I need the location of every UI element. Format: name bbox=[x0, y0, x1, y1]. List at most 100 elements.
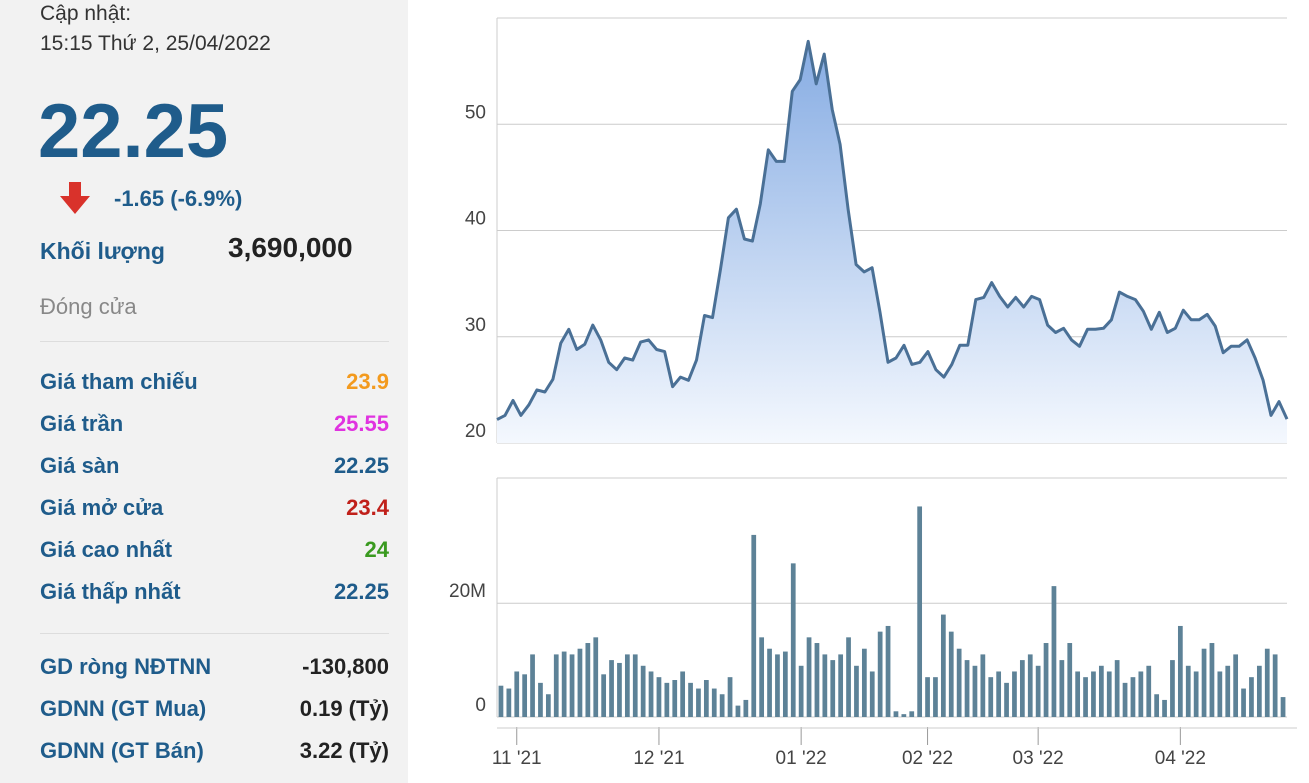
volume-bar bbox=[545, 694, 551, 717]
stat-value: 25.55 bbox=[333, 411, 389, 436]
volume-bar bbox=[672, 680, 678, 717]
y-tick-label: 0 bbox=[475, 695, 486, 716]
volume-bar bbox=[538, 682, 543, 717]
volume-bar bbox=[877, 631, 883, 717]
volume-bar bbox=[617, 662, 622, 717]
foreign-label: GDNN (GT Bán) bbox=[40, 738, 204, 763]
price: 22.25 bbox=[38, 89, 229, 174]
volume-bar bbox=[514, 671, 520, 717]
volume-bar bbox=[1075, 671, 1081, 717]
stat-label: Giá cao nhất bbox=[40, 537, 173, 562]
price-change: -1.65 (-6.9%) bbox=[114, 186, 243, 211]
volume-bar bbox=[553, 654, 559, 717]
volume-bar bbox=[696, 688, 701, 717]
volume-bar bbox=[767, 648, 772, 717]
volume-bar bbox=[1098, 665, 1104, 717]
stat-value: 22.25 bbox=[333, 579, 389, 604]
volume-bar bbox=[1272, 654, 1278, 717]
volume-bar bbox=[1177, 625, 1183, 717]
volume-bar bbox=[1091, 671, 1096, 717]
volume-bar bbox=[711, 688, 717, 717]
volume-bar bbox=[885, 625, 891, 717]
volume-bar bbox=[790, 563, 796, 717]
volume-bar bbox=[703, 680, 709, 717]
price-line bbox=[496, 39, 1289, 421]
volume-bar bbox=[854, 665, 859, 717]
y-tick-label: 30 bbox=[465, 315, 486, 336]
volume-bar bbox=[664, 682, 670, 717]
volume-bar bbox=[964, 660, 970, 717]
stat-row: Giá cao nhất 24 bbox=[40, 537, 389, 567]
volume-bar bbox=[735, 705, 741, 717]
volume-bar bbox=[917, 506, 923, 717]
volume-bar bbox=[822, 654, 828, 717]
stat-label: Giá tham chiếu bbox=[40, 369, 198, 394]
stat-value: 23.4 bbox=[346, 495, 389, 520]
volume-bar bbox=[798, 665, 804, 717]
volume-bar bbox=[948, 631, 954, 717]
volume-bar bbox=[1004, 682, 1009, 717]
stat-label: Giá trần bbox=[40, 411, 124, 436]
volume-bar bbox=[1027, 654, 1033, 717]
volume-value: 3,690,000 bbox=[228, 232, 353, 263]
volume-bar bbox=[1114, 660, 1120, 717]
volume-bar bbox=[1051, 586, 1057, 717]
price-area bbox=[497, 41, 1287, 444]
volume-bar bbox=[506, 688, 512, 717]
stat-row: Giá mở cửa 23.4 bbox=[40, 495, 389, 525]
volume-bar bbox=[940, 614, 946, 717]
foreign-value: 3.22 (Tỷ) bbox=[299, 738, 389, 763]
status: Đóng cửa bbox=[40, 294, 137, 319]
volume-bar bbox=[561, 651, 567, 717]
volume-bar bbox=[1217, 671, 1223, 717]
info-panel: Cập nhật: 15:15 Thứ 2, 25/04/2022 22.25 … bbox=[0, 0, 408, 783]
volume-bar bbox=[806, 637, 812, 717]
volume-bar bbox=[1162, 699, 1167, 717]
volume-bar bbox=[1209, 643, 1215, 717]
volume-bar bbox=[593, 637, 599, 717]
volume-bar bbox=[1264, 648, 1270, 717]
foreign-row: GD ròng NĐTNN -130,800 bbox=[40, 654, 389, 684]
stat-label: Giá mở cửa bbox=[40, 495, 164, 520]
y-tick-label: 20M bbox=[449, 581, 486, 602]
volume-bar bbox=[1130, 677, 1136, 717]
volume-bar bbox=[782, 651, 788, 717]
volume-bar bbox=[1256, 665, 1262, 717]
foreign-value: -130,800 bbox=[302, 654, 389, 679]
volume-bar bbox=[1012, 671, 1017, 717]
foreign-row: GDNN (GT Bán) 3.22 (Tỷ) bbox=[40, 738, 389, 768]
volume-bar bbox=[972, 665, 978, 717]
volume-bar bbox=[1233, 654, 1239, 717]
volume-bar bbox=[688, 682, 693, 717]
volume-bar bbox=[909, 711, 915, 717]
volume-bar bbox=[838, 654, 844, 717]
volume-bar bbox=[585, 643, 591, 717]
volume-bar bbox=[601, 674, 607, 717]
volume-bar bbox=[1122, 682, 1128, 717]
volume-bar bbox=[656, 677, 662, 717]
volume-bar bbox=[1241, 688, 1246, 717]
volume-bar bbox=[1138, 671, 1144, 717]
volume-bar bbox=[956, 648, 962, 717]
foreign-value: 0.19 (Tỷ) bbox=[299, 696, 389, 721]
volume-bar bbox=[980, 654, 986, 717]
volume-bar bbox=[814, 643, 820, 717]
volume-bar bbox=[933, 677, 938, 717]
volume-bar bbox=[861, 648, 867, 717]
volume-bar bbox=[830, 660, 836, 717]
volume-bar bbox=[1170, 660, 1175, 717]
volume-bar bbox=[1193, 671, 1199, 717]
foreign-row: GDNN (GT Mua) 0.19 (Tỷ) bbox=[40, 696, 389, 726]
volume-bar bbox=[609, 660, 614, 717]
volume-bar bbox=[1067, 643, 1073, 717]
stat-label: Giá sàn bbox=[40, 453, 120, 478]
volume-bar bbox=[1280, 697, 1286, 717]
stat-row: Giá thấp nhất 22.25 bbox=[40, 579, 389, 609]
volume-bar bbox=[1146, 665, 1152, 717]
volume-bar bbox=[719, 694, 725, 717]
volume-bar bbox=[743, 699, 749, 717]
volume-bar bbox=[498, 685, 504, 717]
foreign-label: GD ròng NĐTNN bbox=[40, 654, 212, 679]
volume-bar bbox=[869, 671, 875, 717]
x-tick-label: 11 '21 bbox=[492, 748, 542, 769]
